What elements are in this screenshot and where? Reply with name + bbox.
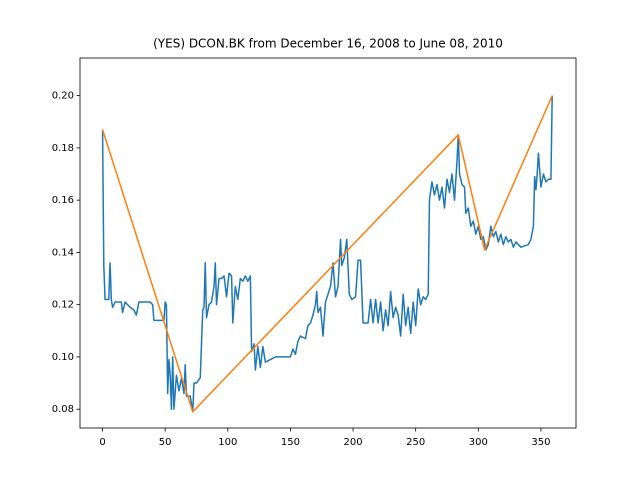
- y-tick-label: 0.08: [52, 404, 74, 415]
- axes-frame: [79, 57, 577, 429]
- y-tick-label: 0.16: [52, 195, 74, 206]
- plot-area: [101, 95, 553, 413]
- x-tick-label: 350: [531, 437, 550, 448]
- data-line: [101, 95, 553, 413]
- y-tick-label: 0.12: [52, 300, 74, 311]
- y-tick-label: 0.18: [52, 143, 74, 154]
- x-tick-label: 50: [159, 437, 172, 448]
- x-tick-label: 200: [344, 437, 363, 448]
- x-tick-label: 0: [99, 437, 105, 448]
- chart-title: (YES) DCON.BK from December 16, 2008 to …: [153, 37, 503, 51]
- x-tick-label: 250: [406, 437, 425, 448]
- x-tick-label: 150: [281, 437, 300, 448]
- y-tick-label: 0.14: [52, 247, 74, 258]
- data-line: [101, 95, 553, 413]
- y-tick-label: 0.20: [52, 91, 74, 102]
- x-tick-label: 100: [218, 437, 237, 448]
- x-tick-label: 300: [469, 437, 488, 448]
- y-tick-label: 0.10: [52, 352, 74, 363]
